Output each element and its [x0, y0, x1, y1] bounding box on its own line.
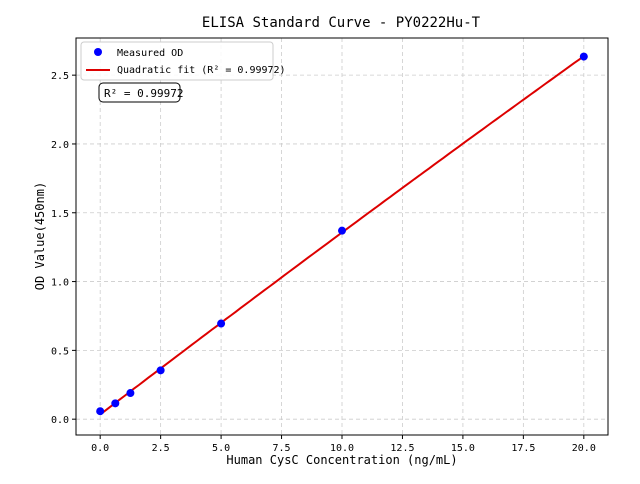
- data-point: [579, 52, 588, 61]
- legend-label-measured: Measured OD: [117, 48, 183, 59]
- legend-label-fit: Quadratic fit (R² = 0.99972): [117, 65, 286, 76]
- chart-title: ELISA Standard Curve - PY0222Hu-T: [202, 15, 481, 31]
- x-axis: 0.0 2.5 5.0 7.5 10.0 12.5 15.0 17.5 20.0: [91, 435, 596, 454]
- y-tick-label: 0.0: [51, 415, 69, 426]
- x-tick-label: 20.0: [572, 443, 596, 454]
- x-tick-label: 10.0: [330, 443, 354, 454]
- points-layer: [96, 52, 588, 416]
- x-tick-label: 7.5: [273, 443, 291, 454]
- y-axis: 0.0 0.5 1.0 1.5 2.0 2.5: [51, 71, 76, 426]
- x-tick-label: 5.0: [212, 443, 230, 454]
- y-tick-label: 2.0: [51, 140, 69, 151]
- data-point: [126, 389, 135, 398]
- legend: Measured OD Quadratic fit (R² = 0.99972): [80, 41, 286, 81]
- y-tick-label: 2.5: [51, 71, 69, 82]
- y-tick-label: 1.5: [51, 209, 69, 220]
- x-axis-label: Human CysC Concentration (ng/mL): [226, 453, 457, 467]
- y-tick-label: 0.5: [51, 346, 69, 357]
- data-point: [96, 407, 105, 416]
- data-point: [217, 319, 226, 328]
- data-point: [111, 399, 120, 408]
- legend-marker-measured: [94, 48, 102, 56]
- r2-annotation-text: R² = 0.99972: [104, 87, 183, 100]
- data-point: [156, 366, 165, 375]
- x-tick-label: 17.5: [511, 443, 535, 454]
- x-tick-label: 15.0: [451, 443, 475, 454]
- y-tick-label: 1.0: [51, 278, 69, 289]
- grid: [76, 38, 608, 435]
- x-tick-label: 2.5: [152, 443, 170, 454]
- x-tick-label: 12.5: [390, 443, 414, 454]
- x-tick-label: 0.0: [91, 443, 109, 454]
- r2-annotation: R² = 0.99972: [98, 82, 183, 103]
- y-axis-label: OD Value(450nm): [33, 182, 47, 290]
- data-point: [338, 226, 346, 235]
